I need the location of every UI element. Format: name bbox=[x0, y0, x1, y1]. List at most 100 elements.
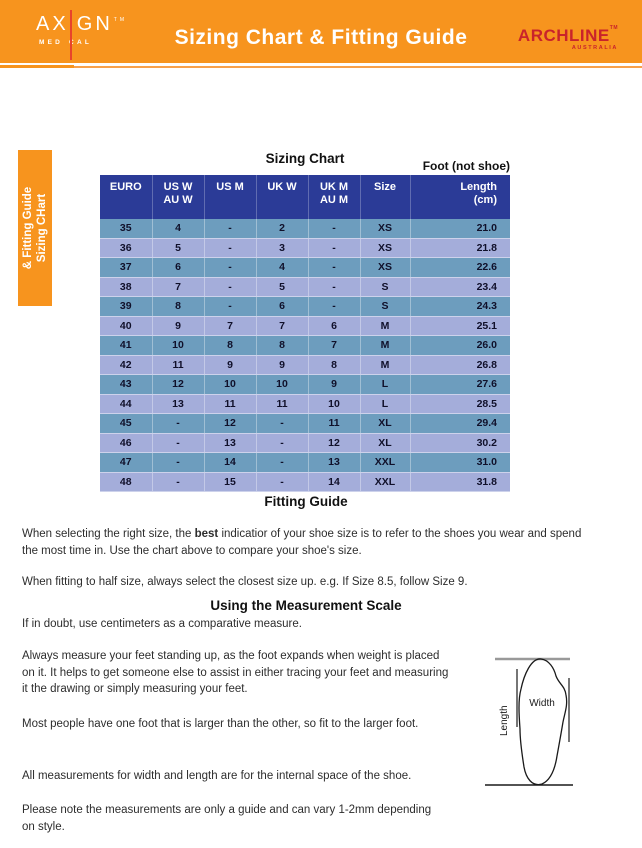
table-cell: - bbox=[151, 413, 204, 434]
table-cell: - bbox=[151, 452, 204, 473]
table-cell: - bbox=[151, 472, 204, 492]
column-header-line1: Length bbox=[460, 181, 497, 193]
table-cell: - bbox=[203, 219, 256, 239]
table-row: 46-13-12 XL 30.2 bbox=[100, 433, 510, 453]
table-row: 38 7-5- S 23.4 bbox=[100, 277, 510, 297]
table-cell: 11 bbox=[151, 355, 204, 375]
table-cell: 7 bbox=[255, 316, 308, 336]
table-cell: 31.8 bbox=[409, 472, 510, 492]
table-cell: 8 bbox=[203, 335, 256, 356]
table-cell: 10 bbox=[307, 394, 360, 414]
table-cell: 11 bbox=[255, 394, 308, 414]
table-cell: 9 bbox=[151, 316, 204, 336]
table-row: 48-15-14 XXL 31.8 bbox=[100, 472, 510, 492]
paragraph-best-indicator: When selecting the right size, the best … bbox=[22, 526, 597, 559]
axign-wordmark: AX GN TM bbox=[36, 10, 127, 60]
axign-medical-logo: AX GN TM MED CAL bbox=[36, 10, 127, 60]
table-row: 37 6-4- XS 22.6 bbox=[100, 257, 510, 278]
table-cell: 8 bbox=[307, 355, 360, 375]
table-cell: - bbox=[255, 413, 308, 434]
column-header-line1: UK W bbox=[267, 181, 297, 193]
table-cell: 48 bbox=[100, 472, 152, 492]
table-cell: S bbox=[359, 296, 410, 317]
table-row: 40 9 7 7 6 M 25.1 bbox=[100, 316, 510, 336]
table-cell: 27.6 bbox=[409, 374, 510, 395]
table-cell: 22.6 bbox=[409, 257, 510, 278]
table-cell: - bbox=[307, 296, 360, 317]
table-cell: XS bbox=[359, 238, 410, 258]
table-row: 47-14-13 XXL 31.0 bbox=[100, 452, 510, 473]
table-row: 39 8-6- S 24.3 bbox=[100, 296, 510, 317]
table-cell: 24.3 bbox=[409, 296, 510, 317]
column-header-line1: US W bbox=[163, 181, 193, 193]
table-cell: 5 bbox=[151, 238, 204, 258]
archline-country: AUSTRALIA bbox=[571, 45, 618, 51]
header-banner: AX GN TM MED CAL Sizing Chart & Fitting Gui… bbox=[0, 0, 642, 63]
side-tab-line1: Sizing CHart bbox=[36, 193, 48, 263]
table-row: 36 5-3- XS 21.8 bbox=[100, 238, 510, 258]
table-cell: 7 bbox=[151, 277, 204, 297]
paragraph-guide-variance: Please note the measurements are only a … bbox=[22, 804, 432, 833]
column-header-line2: AU M bbox=[319, 194, 349, 206]
table-cell: 14 bbox=[307, 472, 360, 492]
table-cell: 13 bbox=[307, 452, 360, 473]
table-cell: 41 bbox=[100, 335, 152, 356]
table-cell: 38 bbox=[100, 277, 152, 297]
sizing-table-body: 35 4-2- XS 21.0 36 5-3- XS 21.8 37 6-4- XS 22.6 38 7-… bbox=[100, 219, 510, 492]
paragraph-half-size: When fitting to half size, always select… bbox=[22, 576, 468, 588]
axign-part1: AX bbox=[36, 13, 69, 35]
table-cell: M bbox=[359, 335, 410, 356]
foot-measurement-diagram: Width Length bbox=[485, 657, 573, 786]
axign-medical-label: MED CAL bbox=[39, 39, 126, 46]
table-row: 45-12-11 XL 29.4 bbox=[100, 413, 510, 434]
table-cell: 46 bbox=[100, 433, 152, 453]
table-cell: - bbox=[307, 219, 360, 239]
p1-bold-best: best bbox=[194, 528, 219, 540]
sizing-chart-title: Sizing Chart bbox=[265, 151, 345, 166]
table-cell: XXL bbox=[359, 472, 410, 492]
table-cell: 7 bbox=[307, 335, 360, 356]
column-header: Size bbox=[359, 175, 410, 219]
table-cell: - bbox=[151, 433, 204, 453]
axign-trademark: TM bbox=[113, 17, 127, 23]
table-cell: 13 bbox=[151, 394, 204, 414]
table-row: 44 13 11 11 10 L 28.5 bbox=[100, 394, 510, 414]
column-header-line1: UK M bbox=[319, 181, 349, 193]
table-cell: XS bbox=[359, 219, 410, 239]
table-cell: - bbox=[203, 257, 256, 278]
table-cell: 6 bbox=[151, 257, 204, 278]
fitting-guide-heading: Fitting Guide bbox=[264, 494, 348, 509]
table-row: 43 12 10 10 9 L 27.6 bbox=[100, 374, 510, 395]
column-header-line2: (cm) bbox=[473, 194, 497, 206]
table-row: 35 4-2- XS 21.0 bbox=[100, 219, 510, 239]
table-cell: 12 bbox=[151, 374, 204, 395]
table-cell: 7 bbox=[203, 316, 256, 336]
table-cell: XL bbox=[359, 413, 410, 434]
table-cell: 29.4 bbox=[409, 413, 510, 434]
table-cell: 42 bbox=[100, 355, 152, 375]
archline-logo: ARCHLINETM AUSTRALIA bbox=[517, 25, 618, 51]
table-cell: 4 bbox=[151, 219, 204, 239]
axign-sub1: MED bbox=[39, 39, 64, 46]
archline-name: ARCHLINE bbox=[517, 26, 610, 45]
table-cell: S bbox=[359, 277, 410, 297]
side-tab: & Fitting Guide Sizing CHart bbox=[18, 150, 52, 306]
table-cell: 43 bbox=[100, 374, 152, 395]
table-cell: 6 bbox=[255, 296, 308, 317]
table-cell: 9 bbox=[203, 355, 256, 375]
table-cell: 10 bbox=[151, 335, 204, 356]
column-header: EURO bbox=[100, 175, 152, 219]
column-header-line1: Size bbox=[373, 181, 396, 193]
table-cell: - bbox=[255, 472, 308, 492]
table-cell: XS bbox=[359, 257, 410, 278]
table-cell: 25.1 bbox=[409, 316, 510, 336]
table-cell: 11 bbox=[307, 413, 360, 434]
banner-divider-line bbox=[0, 66, 642, 68]
table-cell: 9 bbox=[255, 355, 308, 375]
archline-wordmark: ARCHLINETM bbox=[517, 25, 618, 45]
paragraph-standing-up: Always measure your feet standing up, as… bbox=[22, 650, 449, 695]
table-cell: 13 bbox=[203, 433, 256, 453]
table-cell: 14 bbox=[203, 452, 256, 473]
table-cell: 40 bbox=[100, 316, 152, 336]
